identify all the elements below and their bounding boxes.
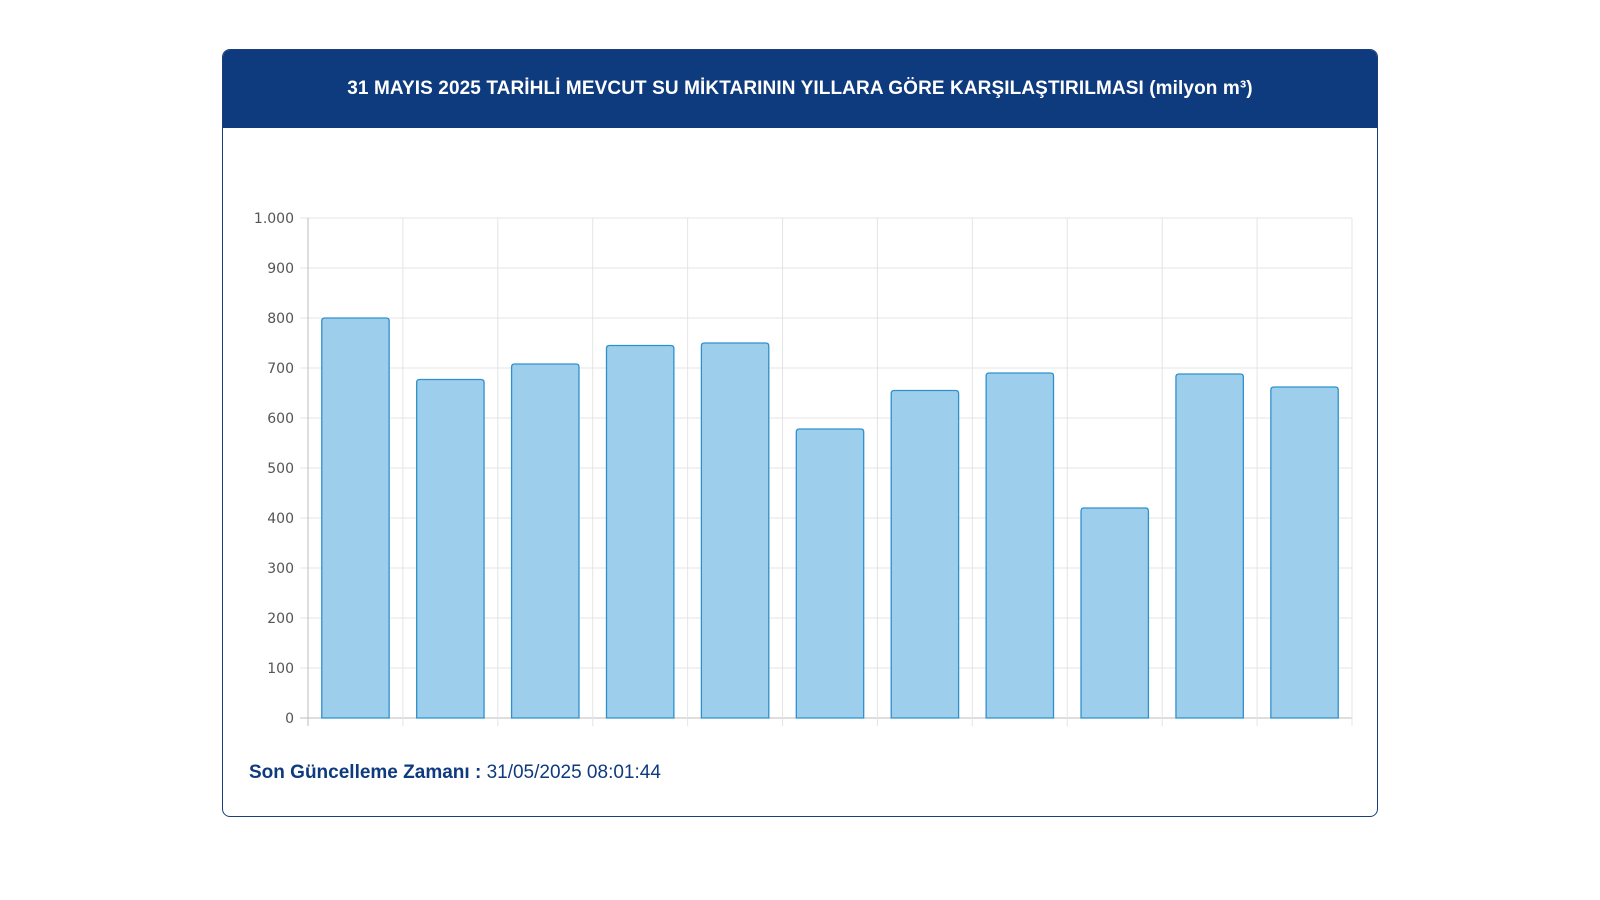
bar bbox=[510, 363, 580, 719]
chart-title: 31 MAYIS 2025 TARİHLİ MEVCUT SU MİKTARIN… bbox=[223, 50, 1377, 128]
y-tick-label: 600 bbox=[267, 411, 294, 427]
bar bbox=[1175, 373, 1244, 719]
y-tick-label: 400 bbox=[267, 511, 294, 527]
last-update-label: Son Güncelleme Zamanı : bbox=[249, 762, 482, 783]
bar bbox=[700, 342, 770, 719]
chart-card: 31 MAYIS 2025 TARİHLİ MEVCUT SU MİKTARIN… bbox=[222, 49, 1378, 817]
y-tick-label: 700 bbox=[267, 361, 294, 377]
y-tick-label: 300 bbox=[267, 561, 294, 577]
last-update: Son Güncelleme Zamanı : 31/05/2025 08:01… bbox=[249, 762, 661, 784]
y-tick-label: 500 bbox=[267, 461, 294, 477]
y-tick-label: 1.000 bbox=[254, 211, 294, 227]
bar bbox=[985, 372, 1055, 719]
bar bbox=[416, 378, 485, 719]
y-tick-label: 900 bbox=[267, 261, 294, 277]
bar bbox=[605, 344, 675, 719]
bar bbox=[321, 317, 390, 719]
y-tick-label: 200 bbox=[267, 611, 294, 627]
bar bbox=[1270, 386, 1339, 719]
y-tick-label: 0 bbox=[285, 711, 294, 727]
y-tick-label: 100 bbox=[267, 661, 294, 677]
bar bbox=[795, 428, 865, 719]
last-update-value: 31/05/2025 08:01:44 bbox=[486, 762, 661, 783]
y-tick-label: 800 bbox=[267, 311, 294, 327]
bar bbox=[890, 389, 960, 719]
bar bbox=[1080, 507, 1150, 719]
bar-chart: 01002003004005006007008009001.00031.05.2… bbox=[254, 211, 1353, 727]
